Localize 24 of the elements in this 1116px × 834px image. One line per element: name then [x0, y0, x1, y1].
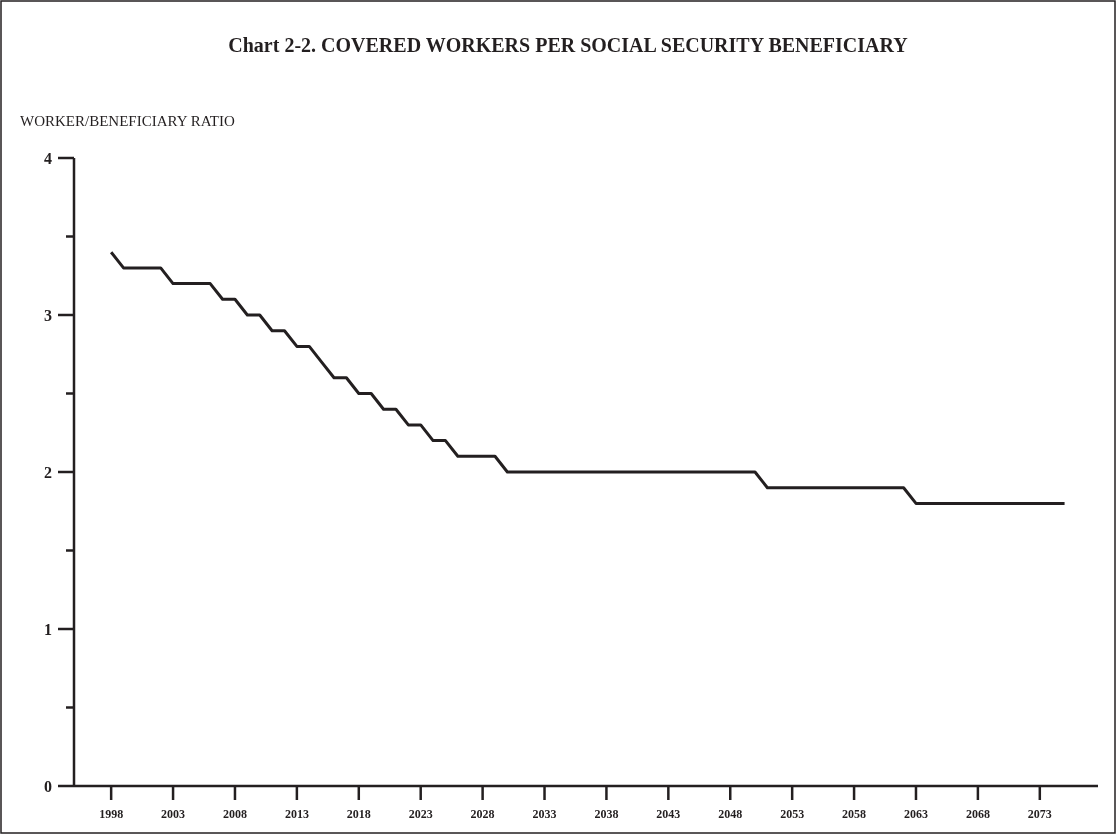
y-tick-label: 3: [44, 306, 52, 324]
y-tick-label: 0: [44, 777, 52, 795]
x-tick-label: 2053: [780, 807, 805, 821]
x-tick-label: 2003: [161, 807, 186, 821]
x-tick-label: 2063: [903, 807, 928, 821]
x-tick-label: 1998: [99, 807, 124, 821]
y-tick-label: 2: [44, 463, 52, 481]
y-tick-label: 4: [44, 149, 52, 167]
y-axis-title: WORKER/BENEFICIARY RATIO: [20, 113, 236, 129]
x-tick-label: 2068: [965, 807, 990, 821]
x-tick-label: 2038: [594, 807, 619, 821]
line-series: [109, 250, 1067, 505]
x-tick-label: 2043: [656, 807, 681, 821]
x-tick-label: 2058: [842, 807, 867, 821]
y-tick-label: 1: [44, 620, 52, 638]
x-tick-label: 2023: [408, 807, 433, 821]
x-tick-label: 2073: [1027, 807, 1052, 821]
x-tick-label: 2013: [284, 807, 309, 821]
chart-title: Chart 2-2. COVERED WORKERS PER SOCIAL SECURITY BENEFICIARY: [228, 34, 909, 56]
x-tick-label: 2008: [222, 807, 247, 821]
x-tick-label: 2018: [346, 807, 371, 821]
x-tick-label: 2048: [718, 807, 743, 821]
x-tick-label: 2033: [532, 807, 557, 821]
x-tick-label: 2028: [470, 807, 495, 821]
